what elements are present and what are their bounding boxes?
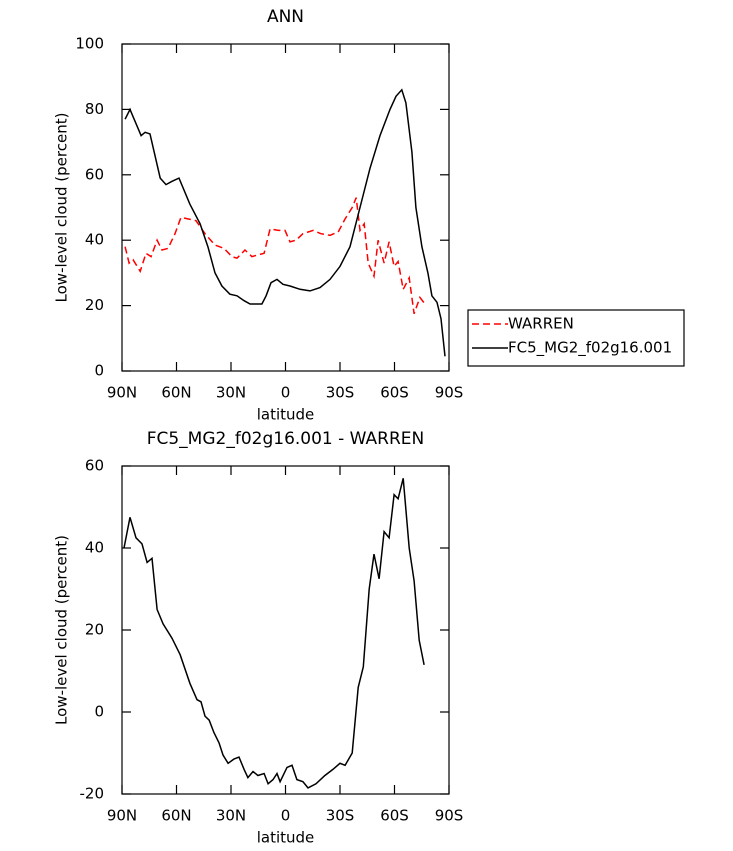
x-tick-label: 90S bbox=[435, 807, 464, 825]
y-tick-label: 60 bbox=[85, 165, 104, 183]
y-tick-label: 20 bbox=[85, 621, 104, 639]
legend-box bbox=[467, 309, 685, 367]
plot-frame bbox=[121, 465, 450, 795]
chart-title: ANN bbox=[267, 7, 304, 27]
x-tick-label: 60N bbox=[161, 384, 191, 402]
y-tick-label: 80 bbox=[85, 100, 104, 118]
x-tick-label: 60N bbox=[161, 807, 191, 825]
x-tick-label: 30S bbox=[326, 807, 355, 825]
chart-title: FC5_MG2_f02g16.001 - WARREN bbox=[147, 429, 425, 449]
x-tick-label: 30N bbox=[216, 807, 246, 825]
y-tick-label: 20 bbox=[85, 296, 104, 314]
x-tick-label: 30S bbox=[326, 384, 355, 402]
data-line bbox=[124, 197, 426, 315]
y-tick-label: 0 bbox=[94, 703, 104, 721]
y-tick-label: 40 bbox=[85, 539, 104, 557]
x-tick-label: 0 bbox=[281, 384, 291, 402]
y-axis-label: Low-level cloud (percent) bbox=[53, 535, 71, 725]
data-line bbox=[124, 88, 446, 357]
y-tick-label: 60 bbox=[85, 457, 104, 475]
y-tick-label: 0 bbox=[94, 362, 104, 380]
x-axis-label: latitude bbox=[257, 406, 315, 424]
x-tick-label: 90S bbox=[435, 384, 464, 402]
y-tick-label: 40 bbox=[85, 231, 104, 249]
x-tick-label: 60S bbox=[380, 807, 409, 825]
legend-label: FC5_MG2_f02g16.001 bbox=[508, 339, 672, 358]
x-tick-label: 0 bbox=[281, 807, 291, 825]
legend-label: WARREN bbox=[508, 315, 574, 333]
y-axis-label: Low-level cloud (percent) bbox=[53, 113, 71, 303]
x-tick-label: 90N bbox=[107, 807, 137, 825]
y-tick-label: 100 bbox=[75, 35, 104, 53]
y-tick-label: -20 bbox=[80, 785, 105, 803]
data-line bbox=[123, 478, 425, 789]
x-axis-label: latitude bbox=[257, 829, 315, 847]
plot-frame bbox=[121, 43, 450, 372]
x-tick-label: 60S bbox=[380, 384, 409, 402]
x-tick-label: 90N bbox=[107, 384, 137, 402]
x-tick-label: 30N bbox=[216, 384, 246, 402]
